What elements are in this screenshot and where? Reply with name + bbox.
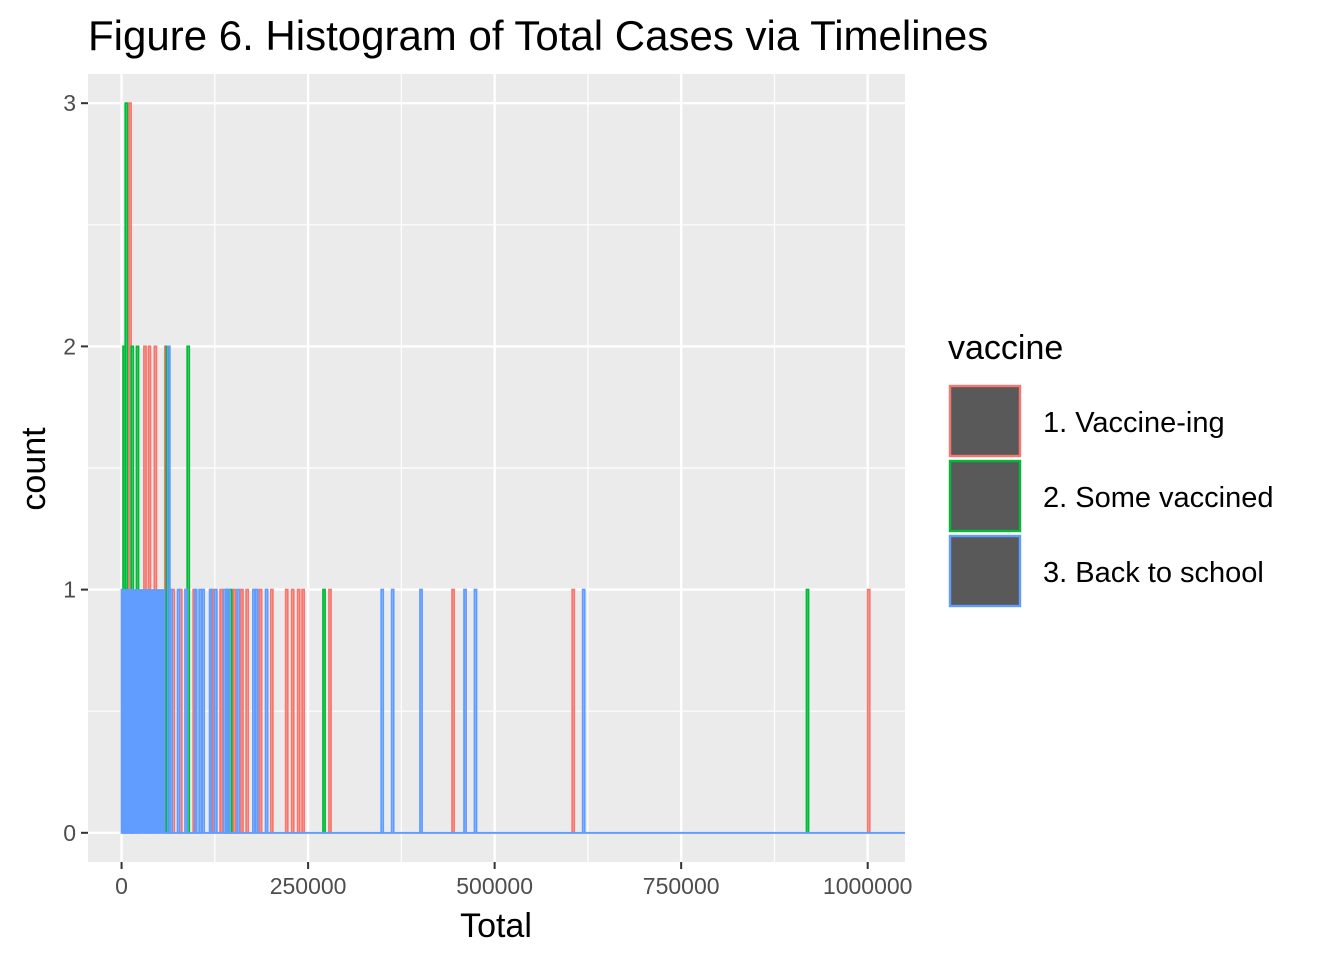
histogram-bar — [301, 588, 306, 834]
y-axis-title: count — [15, 427, 53, 511]
histogram-bar — [571, 588, 576, 834]
legend-item: 3. Back to school — [948, 534, 1264, 608]
series-3 — [120, 345, 586, 834]
x-tick-label: 750000 — [643, 873, 720, 899]
histogram-bars — [120, 102, 905, 834]
histogram-bar — [254, 588, 259, 834]
histogram-bar — [866, 588, 871, 834]
legend-item: 2. Some vaccined — [948, 459, 1274, 533]
legend-label: 1. Vaccine-ing — [1043, 407, 1225, 439]
histogram-bar — [390, 588, 395, 834]
legend-title: vaccine — [948, 329, 1063, 367]
histogram-bar — [184, 588, 188, 834]
histogram-bar — [236, 588, 241, 834]
histogram-bar — [805, 588, 810, 834]
histogram-bar — [232, 588, 237, 834]
histogram-bar — [226, 588, 231, 834]
legend-label: 3. Back to school — [1043, 557, 1264, 589]
histogram-bar — [251, 588, 256, 834]
histogram-bar — [380, 588, 385, 834]
legend-key-swatch — [948, 384, 1022, 458]
histogram-bar — [169, 588, 173, 834]
legend: vaccine 1. Vaccine-ing 2. Some vaccined 3.… — [948, 329, 1274, 608]
histogram-bar — [193, 588, 198, 834]
histogram-bar — [219, 588, 223, 834]
chart-title: Figure 6. Histogram of Total Cases via T… — [88, 12, 988, 59]
histogram-bar — [264, 588, 269, 834]
histogram-bar — [473, 588, 478, 834]
histogram-bar — [198, 588, 203, 834]
histogram-bar — [328, 588, 332, 834]
axes: 0 250000 500000 750000 1000000 0 1 2 3 — [63, 90, 912, 899]
x-axis-title: Total — [460, 907, 532, 945]
legend-key-swatch — [948, 459, 1022, 533]
histogram-bar — [463, 588, 467, 834]
histogram-bar — [176, 588, 181, 834]
histogram-bar — [451, 588, 456, 834]
histogram-bar — [240, 588, 244, 834]
y-tick-label: 2 — [63, 333, 76, 359]
legend-key-swatch — [948, 534, 1022, 608]
x-tick-label: 0 — [115, 873, 128, 899]
x-tick-label: 250000 — [270, 873, 347, 899]
histogram-bar — [296, 588, 301, 834]
histogram-bar — [419, 588, 423, 834]
histogram-bar — [290, 588, 295, 834]
y-tick-label: 1 — [63, 577, 76, 603]
legend-item: 1. Vaccine-ing — [948, 384, 1225, 458]
y-tick-label: 0 — [63, 820, 76, 846]
histogram-bar — [269, 588, 274, 834]
y-tick-label: 3 — [63, 90, 76, 116]
histogram-bar — [322, 588, 326, 834]
histogram-bar — [284, 588, 289, 834]
histogram-bar — [581, 588, 586, 834]
histogram-bar-block — [121, 589, 166, 834]
histogram-bar — [245, 588, 250, 834]
legend-label: 2. Some vaccined — [1043, 482, 1274, 514]
histogram-bar — [213, 588, 218, 834]
histogram-bar — [222, 588, 227, 834]
x-tick-label: 1000000 — [823, 873, 913, 899]
x-tick-label: 500000 — [456, 873, 533, 899]
grid-lines — [88, 74, 905, 862]
histogram-bar — [201, 588, 206, 834]
histogram-bar — [258, 588, 263, 834]
histogram-bar — [208, 588, 213, 834]
